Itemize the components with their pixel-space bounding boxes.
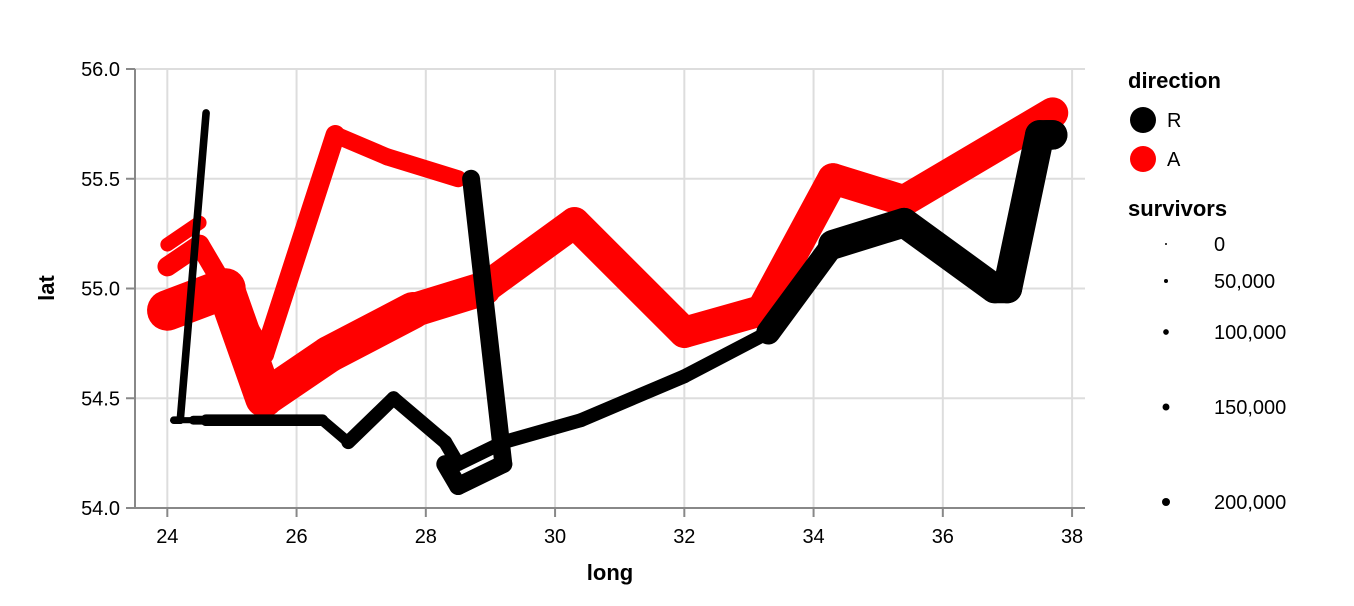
legend-size-symbol <box>1165 243 1167 245</box>
series-segment <box>746 163 849 327</box>
y-tick-label: 56.0 <box>81 59 120 81</box>
y-tick-label: 54.5 <box>81 388 120 410</box>
legend-label-R: R <box>1167 110 1181 132</box>
survivors-legend-items: 0 50,000 100,000 150,000 200,000 <box>1162 234 1286 514</box>
legend: direction RA survivors 0 50,000 100,000 150… <box>1128 68 1286 514</box>
legend-size-label: 150,000 <box>1214 397 1286 419</box>
series-segment <box>558 207 700 348</box>
series-segment <box>386 391 453 450</box>
legend-size-label: 100,000 <box>1214 322 1286 344</box>
series-segment <box>468 207 591 305</box>
legend-size-label: 0 <box>1214 234 1225 256</box>
legend-size-symbol <box>1162 403 1170 411</box>
series-R-2 <box>436 169 513 495</box>
series-segment <box>462 169 513 474</box>
x-tick-label: 32 <box>673 526 695 548</box>
y-axis-title: lat <box>34 274 59 300</box>
series-R-1 <box>170 120 1068 472</box>
direction-legend-items: RA <box>1130 107 1181 172</box>
x-tick-label: 36 <box>932 526 954 548</box>
direction-legend-title: direction <box>1128 68 1221 93</box>
x-tick-label: 34 <box>802 526 824 548</box>
series-segment <box>992 120 1055 304</box>
legend-size-symbol <box>1162 498 1170 506</box>
tick-labels: 24 26 28 30 32 34 36 38 54.0 54.5 55.0 55.5 56.0 <box>81 59 1083 548</box>
legend-size-label: 200,000 <box>1214 492 1286 514</box>
y-tick-label: 54.0 <box>81 498 120 520</box>
series-R-3 <box>169 109 210 425</box>
series-segment <box>189 234 275 365</box>
legend-size-symbol <box>1163 329 1169 335</box>
y-tick-label: 55.5 <box>81 169 120 191</box>
series-segment <box>756 232 846 345</box>
legend-symbol-R <box>1130 107 1156 133</box>
legend-label-A: A <box>1167 149 1181 171</box>
series-segment <box>677 325 776 384</box>
legend-size-label: 50,000 <box>1214 271 1275 293</box>
x-axis-title: long <box>587 560 633 585</box>
legend-symbol-A <box>1130 146 1156 172</box>
series-lines <box>147 97 1069 495</box>
series-segment <box>378 148 467 188</box>
series-segment <box>573 369 692 428</box>
x-tick-label: 28 <box>415 526 437 548</box>
series-segment <box>254 125 346 365</box>
series-segment <box>326 126 396 166</box>
survivors-legend-title: survivors <box>1128 196 1227 221</box>
series-segment <box>341 391 401 450</box>
series-segment <box>176 109 210 425</box>
series-segment <box>496 413 588 450</box>
x-tick-label: 30 <box>544 526 566 548</box>
series-segment <box>818 207 919 260</box>
series-segment <box>436 455 468 495</box>
series-segment <box>147 268 246 331</box>
x-tick-label: 24 <box>156 526 178 548</box>
y-tick-label: 55.0 <box>81 279 120 301</box>
series-segment <box>889 207 1010 304</box>
legend-size-symbol <box>1164 279 1168 283</box>
x-tick-label: 38 <box>1061 526 1083 548</box>
x-tick-label: 26 <box>285 526 307 548</box>
